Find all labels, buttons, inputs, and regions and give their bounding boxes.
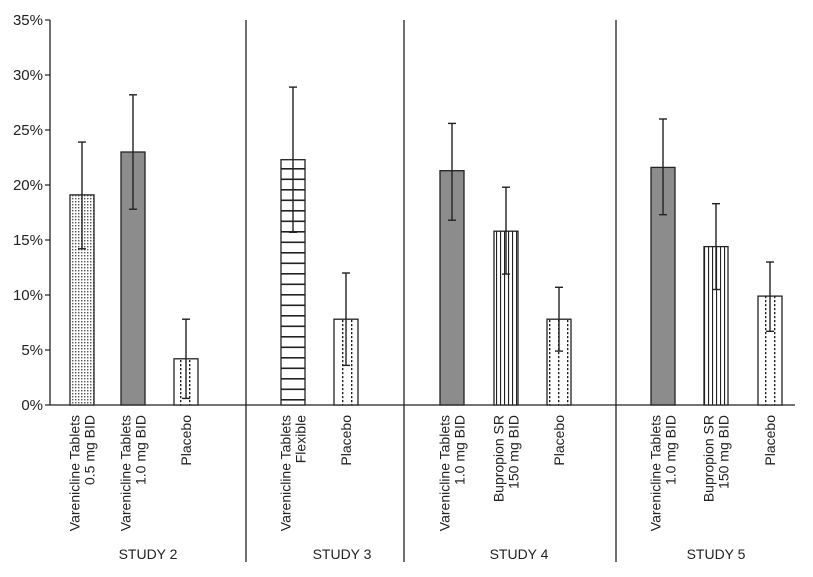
- bar: [120, 151, 146, 406]
- study-label: STUDY 3: [313, 546, 372, 562]
- category-label: 1.0 mg BID: [133, 415, 149, 485]
- category-label: 1.0 mg BID: [663, 415, 679, 485]
- category-label: Varenicline Tablets: [437, 415, 453, 531]
- y-tick-label: 5%: [21, 342, 43, 359]
- bars: [69, 151, 783, 406]
- category-label: 150 mg BID: [506, 415, 522, 489]
- category-label: Varenicline Tablets: [118, 415, 134, 531]
- category-label: 150 mg BID: [716, 415, 732, 489]
- category-label: 1.0 mg BID: [452, 415, 468, 485]
- category-label: Placebo: [762, 415, 778, 466]
- category-label: Bupropion SR: [701, 415, 717, 502]
- y-tick-label: 15%: [13, 232, 43, 249]
- study-label: STUDY 2: [119, 546, 178, 562]
- category-label: Varenicline Tablets: [278, 415, 294, 531]
- category-label: 0.5 mg BID: [82, 415, 98, 485]
- error-bars: [78, 86, 774, 400]
- category-label: Flexible: [293, 415, 309, 463]
- bar: [546, 318, 572, 406]
- category-label: Placebo: [551, 415, 567, 466]
- y-tick-label: 25%: [13, 122, 43, 139]
- y-tick-label: 10%: [13, 287, 43, 304]
- category-label: Placebo: [178, 415, 194, 466]
- y-tick-label: 35%: [13, 12, 43, 29]
- y-tick-label: 0%: [21, 397, 43, 414]
- study-label: STUDY 5: [687, 546, 746, 562]
- y-tick-label: 20%: [13, 177, 43, 194]
- category-label: Varenicline Tablets: [67, 415, 83, 531]
- category-label: Bupropion SR: [491, 415, 507, 502]
- category-label: Varenicline Tablets: [648, 415, 664, 531]
- labels: Varenicline Tablets 0.5 mg BID Varenicline…: [67, 415, 779, 562]
- category-label: Placebo: [338, 415, 354, 466]
- y-tick-label: 30%: [13, 67, 43, 84]
- study-label: STUDY 4: [490, 546, 549, 562]
